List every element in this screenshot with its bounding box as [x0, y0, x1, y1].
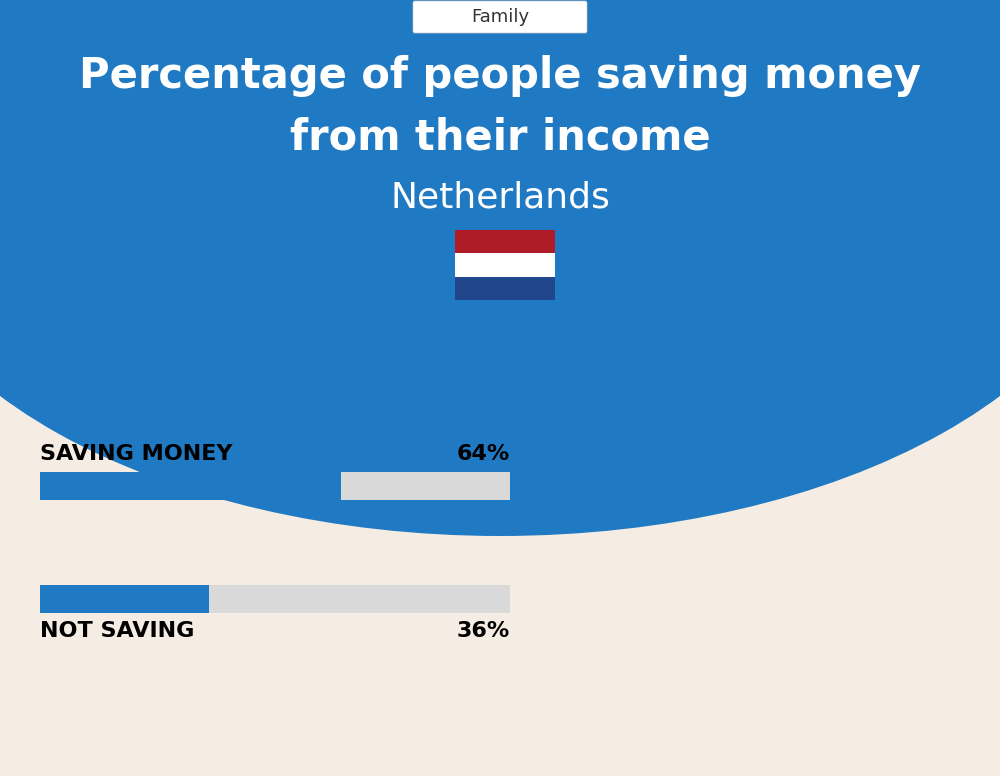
Text: 64%: 64%: [457, 444, 510, 464]
Text: Family: Family: [471, 8, 529, 26]
Bar: [455, 230, 555, 253]
Text: 36%: 36%: [457, 621, 510, 641]
Text: SAVING MONEY: SAVING MONEY: [40, 444, 232, 464]
Bar: [40, 585, 209, 613]
Text: from their income: from their income: [290, 117, 710, 159]
Bar: [40, 472, 341, 500]
Text: Netherlands: Netherlands: [390, 181, 610, 215]
Bar: [40, 472, 510, 500]
Bar: [455, 253, 555, 277]
Ellipse shape: [0, 0, 1000, 536]
Bar: [40, 585, 510, 613]
FancyBboxPatch shape: [413, 1, 587, 33]
Bar: [455, 277, 555, 300]
Bar: [0, 0, 1000, 286]
Text: Percentage of people saving money: Percentage of people saving money: [79, 55, 921, 97]
Text: NOT SAVING: NOT SAVING: [40, 621, 194, 641]
